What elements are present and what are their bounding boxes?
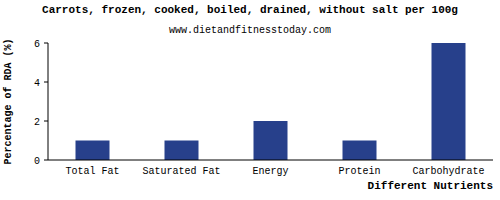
bar bbox=[76, 141, 110, 161]
bar bbox=[254, 121, 288, 160]
x-tick-label: Total Fat bbox=[65, 166, 119, 177]
y-tick bbox=[44, 82, 48, 83]
y-tick bbox=[44, 121, 48, 122]
y-tick-label: 2 bbox=[34, 117, 40, 128]
bar bbox=[343, 141, 377, 161]
x-axis bbox=[48, 160, 493, 161]
subtitle: www.dietandfitnesstoday.com bbox=[169, 25, 331, 36]
y-axis bbox=[48, 43, 49, 160]
x-tick-label: Energy bbox=[252, 166, 288, 177]
x-axis-label: Different Nutrients bbox=[368, 180, 493, 192]
x-tick-label: Saturated Fat bbox=[142, 166, 220, 177]
bars bbox=[76, 43, 466, 160]
bar bbox=[432, 43, 466, 160]
y-tick bbox=[44, 43, 48, 44]
background bbox=[0, 0, 500, 200]
x-tick-label: Carbohydrate bbox=[412, 166, 484, 177]
chart: Carrots, frozen, cooked, boiled, drained… bbox=[0, 0, 500, 200]
x-tick-label: Protein bbox=[338, 166, 380, 177]
y-tick-label: 0 bbox=[34, 156, 40, 167]
title: Carrots, frozen, cooked, boiled, drained… bbox=[42, 4, 458, 16]
y-tick-label: 6 bbox=[34, 39, 40, 50]
y-tick bbox=[44, 160, 48, 161]
y-tick-label: 4 bbox=[34, 78, 40, 89]
bar bbox=[165, 141, 199, 161]
y-axis-label: Percentage of RDA (%) bbox=[3, 38, 14, 164]
